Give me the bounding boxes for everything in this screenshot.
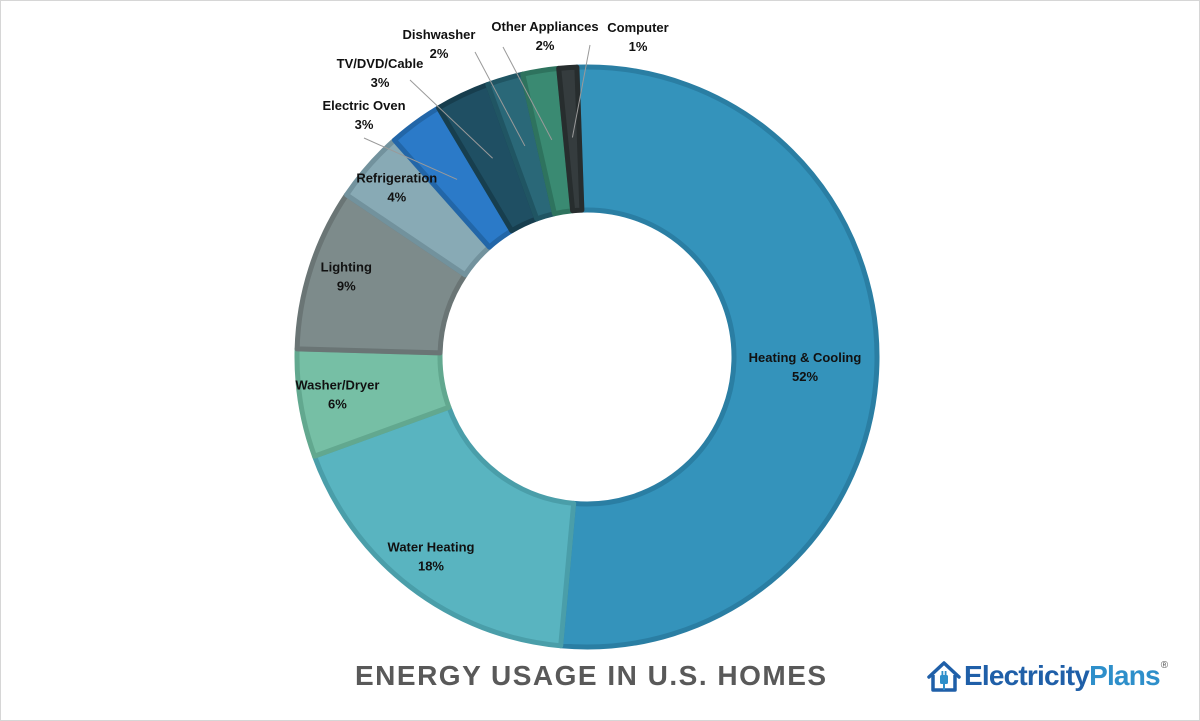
brand-name-part1: Electricity xyxy=(964,660,1090,691)
slice-label-lighting: Lighting xyxy=(321,260,372,275)
slice-heating-cooling xyxy=(558,64,880,650)
slice-label-other-appliances: Other Appliances xyxy=(491,19,598,34)
slice-value-lighting: 9% xyxy=(337,279,356,294)
slice-value-computer: 1% xyxy=(629,39,648,54)
house-plug-icon xyxy=(927,661,961,692)
leader-line-tv-dvd-cable xyxy=(409,79,493,159)
slice-value-washer-dryer: 6% xyxy=(328,396,347,411)
brand-logo: ElectricityPlans® xyxy=(926,654,1168,698)
leader-line-dishwasher xyxy=(474,51,526,147)
leader-line-electric-oven xyxy=(363,137,458,180)
chart-title: ENERGY USAGE IN U.S. HOMES xyxy=(355,660,828,691)
slice-value-refrigeration: 4% xyxy=(387,189,406,204)
slice-label-computer: Computer xyxy=(607,20,668,35)
slice-label-tv-dvd-cable: TV/DVD/Cable xyxy=(337,56,424,71)
slice-value-tv-dvd-cable: 3% xyxy=(371,75,390,90)
slice-value-water-heating: 18% xyxy=(418,559,444,574)
brand-name-part2: Plans xyxy=(1089,660,1161,691)
brand-name: ElectricityPlans® xyxy=(964,660,1168,692)
slice-label-dishwasher: Dishwasher xyxy=(403,27,476,42)
slice-water-heating xyxy=(311,404,577,649)
leader-line-computer xyxy=(571,44,591,138)
leader-line-other-appliances xyxy=(502,46,553,141)
slice-label-water-heating: Water Heating xyxy=(388,540,475,555)
slice-value-other-appliances: 2% xyxy=(536,38,555,53)
slice-label-heating-cooling: Heating & Cooling xyxy=(749,350,862,365)
slice-label-washer-dryer: Washer/Dryer xyxy=(295,377,379,392)
slice-value-dishwasher: 2% xyxy=(430,46,449,61)
slice-value-heating-cooling: 52% xyxy=(792,369,818,384)
leader-lines xyxy=(363,44,591,180)
brand-registered-mark: ® xyxy=(1160,660,1168,671)
slice-labels: Heating & Cooling 52% Water Heating 18% Wash… xyxy=(295,19,861,574)
slice-label-refrigeration: Refrigeration xyxy=(356,170,437,185)
slice-label-electric-oven: Electric Oven xyxy=(322,98,405,113)
slice-value-electric-oven: 3% xyxy=(355,117,374,132)
slice-computer xyxy=(556,64,585,214)
